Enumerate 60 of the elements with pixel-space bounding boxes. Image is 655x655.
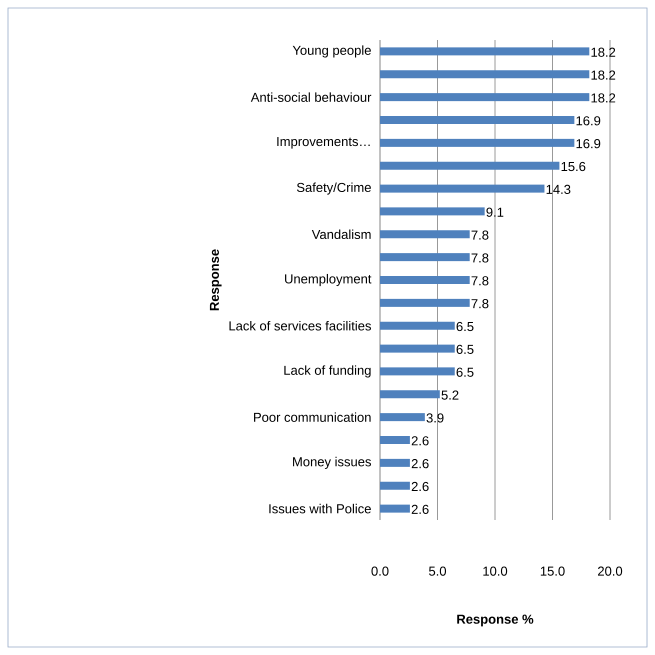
bar — [380, 93, 590, 102]
bar — [380, 458, 410, 467]
bar — [380, 413, 425, 422]
bar — [380, 138, 574, 147]
bar — [380, 276, 470, 284]
data-label: 2.6 — [412, 504, 429, 514]
y-tick-label: Young people — [292, 45, 371, 58]
y-tick-label: Issues with Police — [269, 504, 371, 514]
bar — [380, 482, 410, 490]
data-label: 2.6 — [412, 482, 429, 492]
y-tick-label: Safety/Crime — [296, 182, 371, 195]
data-label: 2.6 — [412, 459, 429, 468]
y-tick-label: Lack of funding — [284, 365, 371, 378]
data-label: 16.9 — [576, 139, 600, 148]
y-tick-label: Vandalism — [312, 230, 371, 240]
y-tick-label: Anti-social behaviour — [250, 92, 372, 102]
bar — [380, 184, 544, 193]
bar — [380, 253, 470, 262]
bar — [380, 162, 560, 170]
bar — [380, 504, 410, 513]
bar — [380, 322, 455, 330]
data-label: 7.8 — [472, 230, 488, 240]
data-label: 5.2 — [442, 390, 458, 400]
bar — [380, 367, 455, 376]
bar — [380, 436, 410, 444]
data-label: 18.2 — [591, 93, 616, 103]
y-tick-label: Lack of services facilities — [229, 320, 371, 330]
data-label: 15.6 — [562, 162, 586, 172]
bar — [380, 230, 470, 238]
data-label: 3.9 — [426, 413, 444, 423]
x-tick-label: 5.0 — [428, 566, 446, 576]
bar — [380, 207, 485, 216]
bar — [380, 298, 470, 307]
data-label: 9.1 — [486, 208, 504, 217]
data-label: 18.2 — [591, 48, 616, 57]
x-tick-label: 20.0 — [598, 566, 622, 576]
y-tick-label: Unemployment — [285, 274, 372, 286]
x-tick-label: 15.0 — [540, 566, 565, 576]
data-label: 2.6 — [412, 436, 429, 446]
y-tick-label: Poor communication — [254, 412, 371, 422]
bar — [380, 390, 440, 398]
data-label: 18.2 — [591, 70, 616, 80]
y-tick-label: Improvements… — [277, 137, 370, 149]
x-axis-title: Response % — [457, 614, 534, 626]
data-label: 6.5 — [456, 322, 474, 332]
bar — [380, 47, 590, 56]
data-label: 14.3 — [546, 184, 570, 194]
y-tick-label: Money issues — [293, 456, 371, 469]
bar — [380, 116, 574, 124]
bar — [380, 344, 455, 353]
x-tick-label: 0.0 — [371, 566, 389, 576]
bar — [380, 70, 590, 78]
y-axis-title: Response — [210, 249, 222, 310]
data-label: 7.8 — [472, 276, 488, 286]
data-label: 6.5 — [456, 344, 474, 354]
data-label: 7.8 — [472, 299, 488, 308]
data-label: 7.8 — [472, 253, 488, 263]
x-tick-label: 10.0 — [483, 566, 508, 576]
data-label: 16.9 — [576, 116, 600, 126]
data-label: 6.5 — [456, 368, 474, 377]
